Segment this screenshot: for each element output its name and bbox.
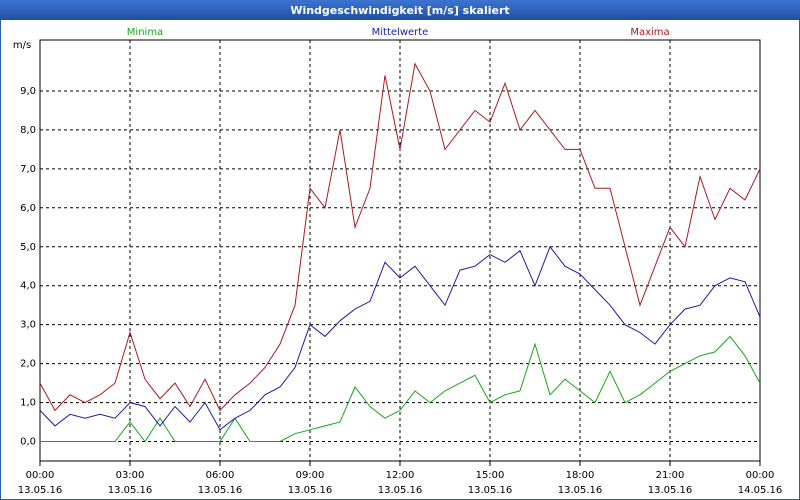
y-axis-label: m/s xyxy=(13,40,31,51)
legend-entry: Mittelwerte xyxy=(372,27,429,38)
y-tick-label: 5,0 xyxy=(20,242,36,253)
data-line xyxy=(39,245,761,431)
y-tick-label: 6,0 xyxy=(20,203,36,214)
x-tick-date: 13.05.16 xyxy=(468,485,513,496)
x-tick-label: 03:00 xyxy=(116,470,145,481)
x-tick-date: 13.05.16 xyxy=(648,485,693,496)
x-tick-date: 13.05.16 xyxy=(198,485,243,496)
x-tick-date: 13.05.16 xyxy=(558,485,603,496)
y-tick-label: 7,0 xyxy=(20,164,36,175)
x-tick-label: 21:00 xyxy=(656,470,685,481)
x-tick-date: 13.05.16 xyxy=(108,485,153,496)
x-tick-label: 12:00 xyxy=(386,470,415,481)
x-tick-date: 13.05.16 xyxy=(288,485,333,496)
data-line xyxy=(39,62,761,412)
y-tick-label: 2,0 xyxy=(20,359,36,370)
x-tick-label: 00:00 xyxy=(746,470,775,481)
x-tick-label: 18:00 xyxy=(566,470,595,481)
x-tick-label: 15:00 xyxy=(476,470,505,481)
y-tick-label: 4,0 xyxy=(20,281,36,292)
y-tick-label: 9,0 xyxy=(20,86,36,97)
title-bar xyxy=(0,0,800,20)
y-tick-label: 8,0 xyxy=(20,125,36,136)
data-line xyxy=(40,335,761,443)
legend-entry: Minima xyxy=(127,27,163,38)
y-tick-label: 0,0 xyxy=(20,437,36,448)
chart-title: Windgeschwindigkeit [m/s] skaliert xyxy=(290,4,509,17)
x-tick-label: 06:00 xyxy=(206,470,235,481)
x-tick-date: 14.05.16 xyxy=(738,485,783,496)
x-tick-date: 13.05.16 xyxy=(18,485,63,496)
x-tick-label: 09:00 xyxy=(296,470,325,481)
x-tick-date: 13.05.16 xyxy=(378,485,423,496)
y-tick-label: 3,0 xyxy=(20,320,36,331)
x-tick-label: 00:00 xyxy=(26,470,55,481)
y-tick-label: 1,0 xyxy=(20,398,36,409)
legend-entry: Maxima xyxy=(630,27,669,38)
